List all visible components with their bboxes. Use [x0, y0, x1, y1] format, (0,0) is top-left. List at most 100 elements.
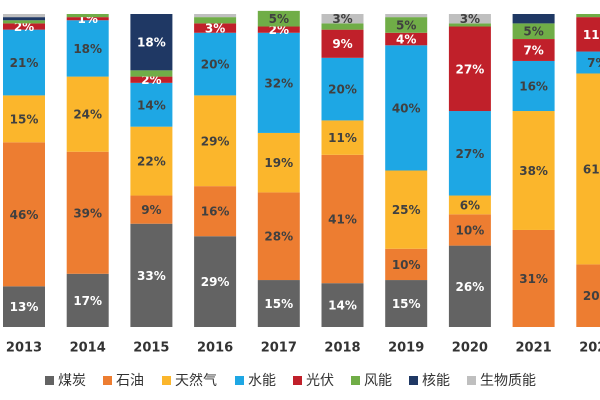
- x-tick-label: 2022: [579, 341, 600, 356]
- bar-segment: [385, 14, 428, 18]
- bar-segment: [321, 14, 364, 24]
- bar-segment: [3, 95, 45, 143]
- bar-segment: [576, 73, 600, 265]
- bar-segment: [385, 248, 428, 281]
- legend-swatch: [351, 376, 360, 385]
- bar-segment: [66, 17, 109, 21]
- data-label: 13%: [10, 300, 39, 314]
- bar-segment: [194, 186, 237, 237]
- bar-segment: [385, 170, 428, 249]
- bar-segment: [3, 14, 45, 18]
- bar-segment: [257, 280, 300, 327]
- bar-segment: [3, 142, 45, 287]
- bar-segment: [321, 283, 364, 327]
- bar-segment: [130, 126, 173, 196]
- data-label: 38%: [519, 164, 548, 178]
- data-label: 5%: [523, 25, 543, 39]
- legend-swatch: [467, 376, 476, 385]
- bar-segment: [512, 229, 555, 327]
- bar-segment: [576, 14, 600, 18]
- bar-segment: [66, 151, 109, 274]
- x-tick-label: 2020: [452, 341, 488, 356]
- bar-segment: [512, 39, 555, 61]
- data-label: 19%: [264, 156, 293, 170]
- bar-segment: [66, 76, 109, 152]
- data-label: 21%: [10, 56, 39, 70]
- bar-segment: [130, 70, 173, 77]
- data-label: 46%: [10, 208, 39, 222]
- data-label: 31%: [519, 272, 548, 286]
- bar-segment: [194, 32, 237, 96]
- x-tick-label: 2019: [388, 341, 424, 356]
- data-label: 15%: [264, 297, 293, 311]
- bar-segment: [194, 23, 237, 33]
- data-label: 22%: [137, 155, 166, 169]
- bar-segment: [448, 214, 491, 246]
- data-label: 6%: [460, 198, 480, 212]
- bar-segment: [448, 111, 491, 196]
- data-label: 27%: [456, 62, 485, 76]
- bar-segment: [3, 286, 45, 327]
- data-label: 25%: [392, 203, 421, 217]
- data-label: 3%: [332, 12, 352, 26]
- x-tick-label: 2021: [516, 341, 552, 356]
- bar-segment: [66, 14, 109, 18]
- legend-swatch: [235, 376, 244, 385]
- bar-segment: [576, 51, 600, 74]
- legend-label: 石油: [116, 373, 144, 389]
- bar-segment: [448, 14, 491, 24]
- data-label: 26%: [456, 280, 485, 294]
- data-label: 2%: [14, 20, 34, 34]
- data-label: 16%: [201, 205, 230, 219]
- data-label: 32%: [264, 76, 293, 90]
- bar-segment: [130, 82, 173, 127]
- x-tick-label: 2016: [197, 341, 233, 356]
- data-label: 17%: [73, 294, 102, 308]
- data-label: 2%: [269, 23, 289, 37]
- data-label: 10%: [392, 258, 421, 272]
- data-label: 7%: [587, 56, 600, 70]
- legend-label: 水能: [248, 373, 276, 389]
- bar-segment: [194, 17, 237, 24]
- bar-segment: [3, 17, 45, 21]
- bar-segment: [257, 10, 300, 27]
- bar-segment: [512, 111, 555, 230]
- legend-swatch: [162, 376, 171, 385]
- x-tick-label: 2018: [324, 341, 360, 356]
- x-tick-label: 2017: [261, 341, 297, 356]
- data-label: 10%: [456, 223, 485, 237]
- legend-swatch: [409, 376, 418, 385]
- bar-segment: [130, 195, 173, 224]
- data-label: 14%: [328, 299, 357, 313]
- bar-segment: [257, 192, 300, 281]
- bar-segment: [321, 57, 364, 121]
- data-label: 18%: [137, 36, 166, 50]
- data-label: 33%: [137, 269, 166, 283]
- data-label: 11%: [328, 131, 357, 145]
- data-label: 39%: [73, 206, 102, 220]
- bar-segment: [194, 236, 237, 327]
- bar-segment: [321, 23, 364, 30]
- data-label: 9%: [141, 203, 161, 217]
- bar-segment: [448, 23, 491, 27]
- data-label: 20%: [328, 83, 357, 97]
- data-label: 15%: [392, 297, 421, 311]
- data-label: 16%: [519, 79, 548, 93]
- bar-segment: [385, 32, 428, 46]
- bar-segment: [385, 280, 428, 327]
- data-label: 11%: [583, 28, 600, 42]
- data-label: 28%: [264, 230, 293, 244]
- data-label: 7%: [523, 43, 543, 57]
- bar-segment: [321, 154, 364, 284]
- legend-label: 天然气: [175, 372, 217, 389]
- bar-segment: [448, 26, 491, 112]
- bar-segment: [512, 60, 555, 112]
- x-tick-label: 2015: [133, 341, 169, 356]
- data-label: 2%: [141, 73, 161, 87]
- bar-segment: [3, 23, 45, 30]
- data-label: 29%: [201, 275, 230, 289]
- legend-swatch: [103, 376, 112, 385]
- x-tick-label: 2014: [70, 341, 106, 356]
- data-label: 18%: [73, 42, 102, 56]
- data-label: 5%: [269, 12, 289, 26]
